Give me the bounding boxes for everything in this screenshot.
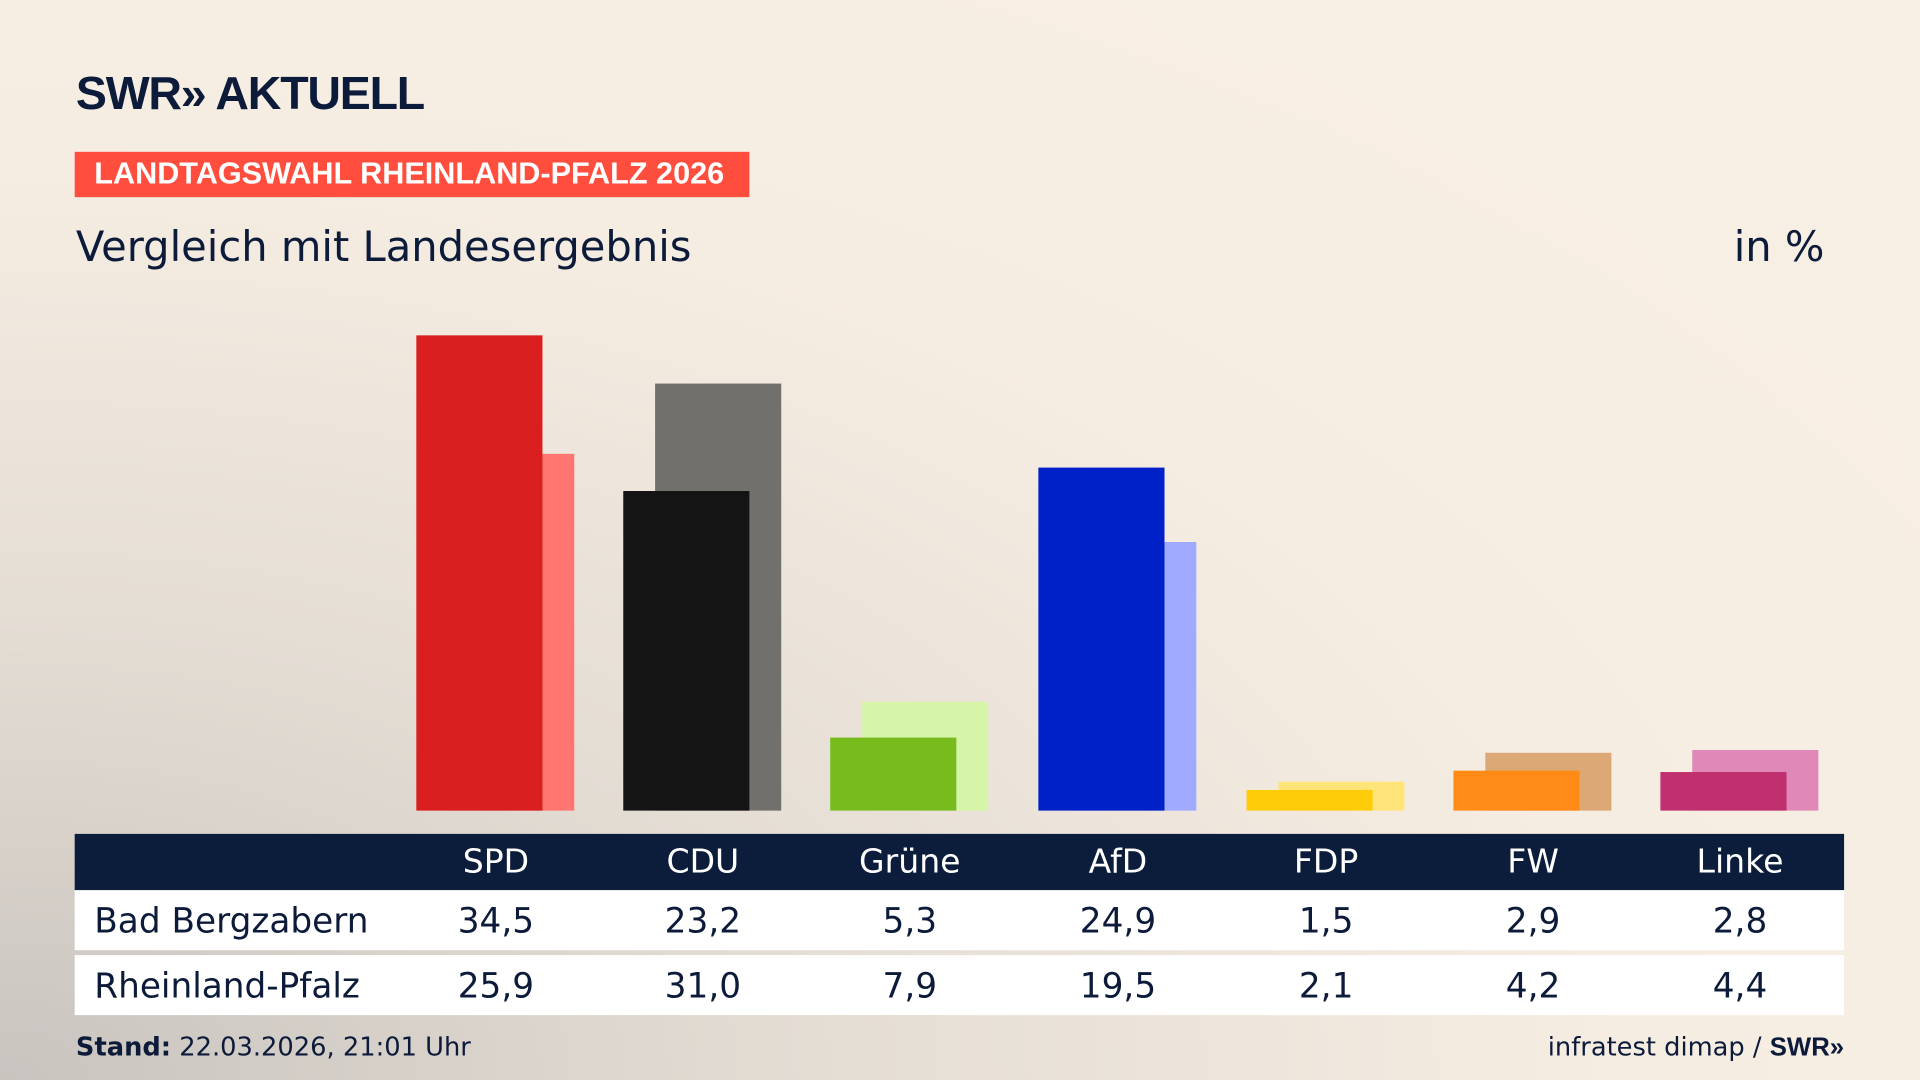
source: infratest dimap / SWR»: [1548, 1032, 1844, 1063]
bar-chart: [416, 335, 1819, 811]
bar-linke-local: [1660, 772, 1787, 811]
chart-subtitle: Vergleich mit Landesergebnis: [75, 222, 692, 272]
value-cell: 4,2: [1505, 964, 1561, 1006]
column-header: FW: [1507, 843, 1559, 882]
election-badge: LANDTAGSWAHL RHEINLAND-PFALZ 2026: [74, 151, 750, 198]
value-cell: 2,9: [1505, 900, 1561, 941]
value-cell: 23,2: [664, 900, 742, 941]
value-cell: 5,3: [882, 900, 938, 941]
column-header: FDP: [1293, 843, 1359, 882]
stand-value: 22.03.2026, 21:01 Uhr: [179, 1032, 471, 1062]
value-cell: 31,0: [664, 964, 742, 1006]
swr-logo: SWR»: [1769, 1033, 1845, 1062]
row-label: Rheinland-Pfalz: [94, 964, 360, 1006]
value-cell: 2,1: [1298, 964, 1354, 1006]
bar-cdu-local: [623, 491, 750, 811]
table-row: Rheinland-Pfalz 25,9 31,0 7,9 19,5 2,1 4,2 4,4: [74, 955, 1845, 1016]
value-cell: 24,9: [1079, 900, 1157, 941]
source-text: infratest dimap /: [1547, 1032, 1762, 1062]
swr-aktuell-logo: SWR» AKTUELL: [75, 68, 425, 120]
column-header: AfD: [1088, 843, 1148, 882]
row-label: Bad Bergzabern: [94, 900, 369, 941]
unit-label: in %: [1733, 222, 1825, 272]
table-header: SPD CDU Grüne AfD FDP FW Linke: [74, 833, 1845, 891]
table-row: Bad Bergzabern 34,5 23,2 5,3 24,9 1,5 2,9 2,8: [74, 890, 1845, 951]
column-header: Grüne: [859, 843, 961, 882]
column-header: Linke: [1696, 843, 1784, 882]
bar-fdp-local: [1246, 789, 1373, 811]
bar-spd-local: [416, 335, 543, 811]
value-cell: 2,8: [1712, 900, 1768, 941]
column-header: CDU: [666, 843, 740, 882]
column-header: SPD: [462, 843, 530, 882]
results-table: SPD CDU Grüne AfD FDP FW Linke Bad Bergzabern …: [74, 833, 1845, 1016]
bar-afd-local: [1038, 467, 1165, 811]
value-cell: 25,9: [457, 964, 535, 1006]
value-cell: 34,5: [457, 900, 535, 941]
value-cell: 4,4: [1712, 964, 1768, 1006]
stand-label: Stand:: [75, 1032, 172, 1062]
value-cell: 1,5: [1298, 900, 1354, 941]
bar-fw-local: [1453, 770, 1580, 811]
bar-grüne-local: [830, 737, 957, 811]
timestamp: Stand: 22.03.2026, 21:01 Uhr: [76, 1032, 471, 1061]
value-cell: 19,5: [1079, 964, 1157, 1006]
value-cell: 7,9: [882, 964, 938, 1006]
